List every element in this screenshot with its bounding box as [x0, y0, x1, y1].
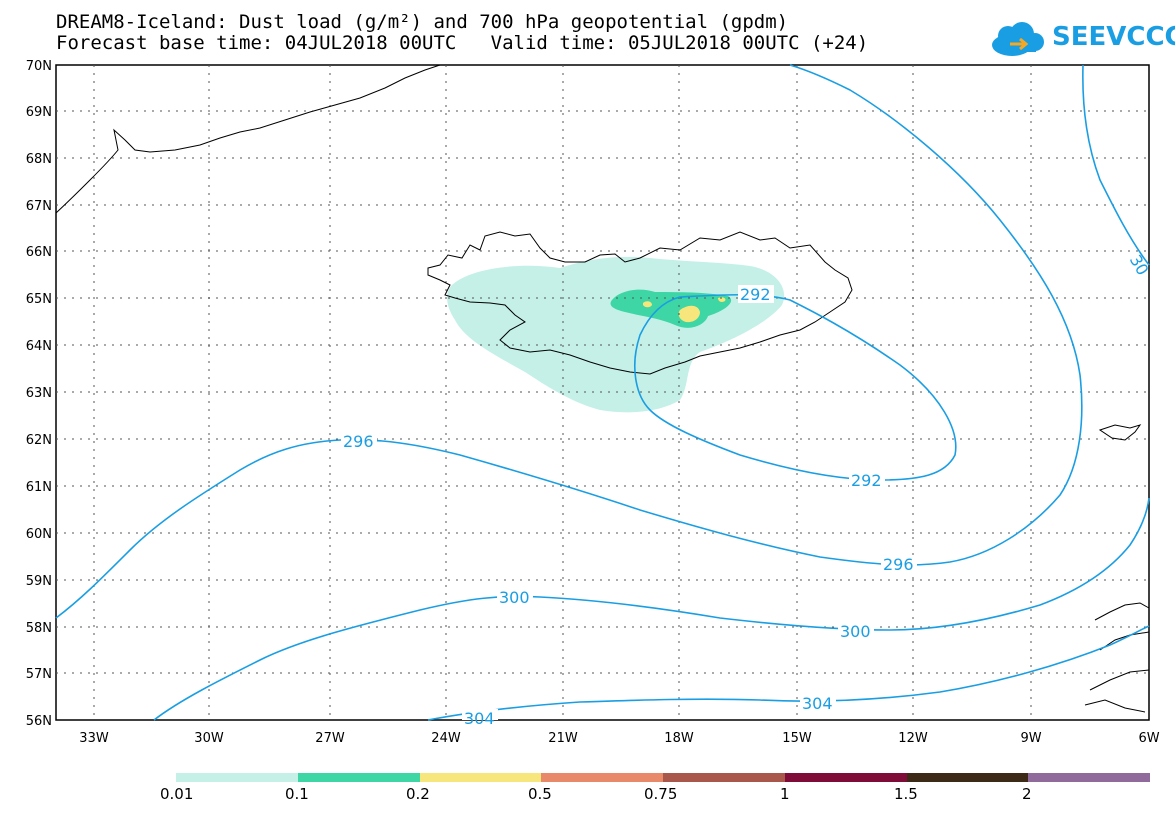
logo-text: SEEVCCC	[1052, 22, 1175, 52]
dust-region-high-small-2	[718, 297, 726, 302]
legend-swatch	[176, 773, 298, 782]
legend-label: 2	[1022, 785, 1032, 803]
dust-region-high	[678, 305, 700, 323]
cloud-arrow-logo-icon	[992, 22, 1044, 56]
legend-swatch	[784, 773, 907, 782]
lon-label: 33W	[79, 731, 109, 746]
legend-label: 0.75	[644, 785, 678, 803]
lon-label: 21W	[548, 731, 578, 746]
seevccc-logo	[992, 22, 1044, 56]
scotland-coast	[1084, 602, 1150, 713]
lon-label: 9W	[1020, 731, 1041, 746]
lat-label: 67N	[26, 199, 52, 214]
contour-292	[634, 293, 957, 481]
legend-label: 0.01	[160, 785, 194, 803]
contour-label-304-b: 304	[464, 709, 495, 728]
dust-region-high-small	[643, 301, 652, 308]
lat-label: 58N	[26, 621, 52, 636]
contour-296	[55, 64, 1083, 619]
contour-labels: 292 292 296 296 300 300 304 304 30	[341, 251, 1152, 728]
geopotential-contours	[55, 64, 1150, 721]
contour-label-296-a: 296	[343, 432, 374, 451]
legend-swatch	[297, 773, 420, 782]
greenland-coast	[55, 64, 441, 214]
lat-label: 57N	[26, 667, 52, 682]
legend-label: 0.5	[528, 785, 552, 803]
iceland-coast	[427, 231, 853, 375]
legend-label: 0.1	[285, 785, 309, 803]
lat-label: 61N	[26, 480, 52, 495]
lon-label: 12W	[898, 731, 928, 746]
lat-label: 66N	[26, 245, 52, 260]
contour-label-296-b: 296	[883, 555, 914, 574]
legend-swatch	[1028, 773, 1150, 782]
contour-label-292-b: 292	[851, 471, 882, 490]
legend-swatch	[541, 773, 663, 782]
legend-swatch	[906, 773, 1029, 782]
contour-300	[153, 497, 1150, 721]
dust-region-mid	[610, 289, 732, 328]
map-title: DREAM8-Iceland: Dust load (g/m²) and 700…	[56, 11, 789, 33]
lat-label: 64N	[26, 339, 52, 354]
longitude-labels: 33W 30W 27W 24W 21W 18W 15W 12W 9W 6W	[79, 731, 1159, 746]
lat-label: 62N	[26, 433, 52, 448]
lon-label: 24W	[431, 731, 461, 746]
lon-label: 18W	[664, 731, 694, 746]
lat-label: 69N	[26, 105, 52, 120]
lat-label: 59N	[26, 574, 52, 589]
lon-label: 27W	[315, 731, 345, 746]
lat-label: 65N	[26, 292, 52, 307]
lat-label: 70N	[26, 59, 52, 74]
lat-label: 56N	[26, 714, 52, 729]
legend-swatch	[419, 773, 542, 782]
contour-300-ne	[1082, 64, 1150, 266]
color-legend	[176, 773, 1150, 782]
legend-swatch	[663, 773, 785, 782]
legend-label: 0.2	[406, 785, 430, 803]
lat-label: 68N	[26, 152, 52, 167]
contour-label-304-a: 304	[802, 694, 833, 713]
contour-label-300-b: 300	[840, 622, 871, 641]
contour-label-292-a: 292	[740, 285, 771, 304]
lon-label: 15W	[782, 731, 812, 746]
legend-label: 1	[780, 785, 790, 803]
lat-label: 60N	[26, 527, 52, 542]
lon-label: 6W	[1138, 731, 1159, 746]
lat-label: 63N	[26, 386, 52, 401]
legend-label: 1.5	[894, 785, 918, 803]
lon-label: 30W	[194, 731, 224, 746]
latitude-labels: 70N 69N 68N 67N 66N 65N 64N 63N 62N 61N …	[26, 59, 52, 729]
map-subtitle: Forecast base time: 04JUL2018 00UTC Vali…	[56, 32, 869, 54]
contour-label-300-a: 300	[499, 588, 530, 607]
faroe-coast	[1098, 424, 1142, 441]
coastlines	[55, 64, 1150, 713]
